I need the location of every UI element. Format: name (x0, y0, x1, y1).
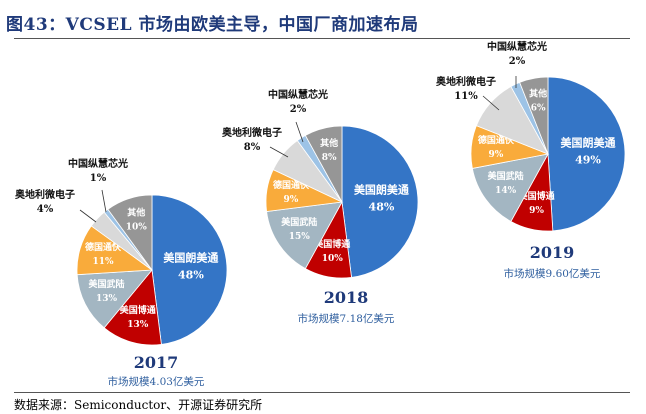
market-size-label: 市场规模4.03亿美元 (108, 375, 205, 388)
slice-label: 美国武陆 (89, 278, 125, 290)
pie-slice (151, 194, 228, 345)
slice-label: 其他 (529, 88, 547, 100)
pie-slice (107, 194, 153, 272)
pie-slice (103, 269, 162, 346)
footer-divider (14, 392, 630, 393)
slice-label: 美国博通 (120, 304, 156, 316)
title-divider (14, 38, 630, 39)
slice-value-label: 10% (126, 222, 148, 232)
slice-value-label: 9% (529, 206, 544, 216)
market-size-label: 市场规模7.18亿美元 (298, 312, 395, 325)
slice-value-label: 9% (488, 150, 503, 160)
slice-label: 德国通快 (85, 241, 122, 253)
slice-value-label: 9% (284, 195, 299, 205)
slice-value-label: 11% (92, 257, 114, 267)
pie-slice (519, 76, 549, 155)
slice-label: 美国武陆 (488, 170, 524, 182)
slice-label: 其他 (127, 206, 145, 218)
leader-line (295, 121, 304, 143)
pie-year-label: 2017 (134, 353, 179, 372)
slice-value-label: 8% (322, 153, 337, 163)
pie-year-label: 2019 (530, 243, 575, 262)
pie-2018: 美国朗美通48%美国博通10%美国武陆15%德国通快9%奥地利微电子8%中国纵慧… (222, 88, 419, 325)
figure-title: 图43：VCSEL 市场由欧美主导，中国厂商加速布局 (6, 15, 419, 35)
leader-line (101, 189, 107, 213)
slice-label: 奥地利微电子 (222, 126, 282, 139)
slice-value-label: 10% (322, 254, 344, 264)
slice-label: 中国纵慧芯光 (487, 40, 547, 53)
slice-label: 奥地利微电子 (436, 75, 496, 88)
slice-value-label: 8% (244, 142, 261, 153)
leader-line (269, 146, 289, 158)
pie-year-label: 2018 (324, 288, 369, 307)
market-size-label: 市场规模9.60亿美元 (504, 267, 601, 280)
pie-slice (76, 269, 153, 329)
slice-label: 美国博通 (314, 238, 350, 250)
leader-line (482, 95, 500, 111)
slice-label: 美国朗美通 (163, 251, 218, 265)
pie-2017: 美国朗美通48%美国博通13%美国武陆13%德国通快11%奥地利微电子4%中国纵… (15, 157, 228, 388)
pie-slice (547, 76, 626, 232)
slice-value-label: 4% (37, 204, 54, 215)
slice-label: 其他 (320, 137, 338, 149)
slice-value-label: 48% (369, 201, 395, 214)
slice-value-label: 1% (90, 173, 107, 184)
slice-value-label: 48% (178, 269, 204, 282)
slice-value-label: 2% (290, 104, 307, 115)
slice-label: 美国武陆 (281, 216, 317, 228)
slice-value-label: 6% (531, 104, 546, 114)
slice-value-label: 15% (289, 232, 311, 242)
pie-slice (266, 201, 343, 270)
slice-label: 奥地利微电子 (15, 188, 75, 201)
pie-slice (304, 125, 343, 203)
leader-line (79, 209, 97, 223)
slice-label: 中国纵慧芯光 (68, 157, 128, 170)
source-note: 数据来源：Semiconductor、开源证券研究所 (14, 398, 263, 412)
slice-value-label: 11% (454, 91, 478, 102)
slice-label: 中国纵慧芯光 (268, 88, 328, 101)
pie-slice (471, 153, 549, 223)
slice-value-label: 14% (495, 186, 517, 196)
pie-slice (341, 125, 419, 278)
slice-value-label: 13% (96, 294, 118, 304)
slice-label: 美国朗美通 (354, 183, 409, 197)
slice-value-label: 2% (509, 56, 526, 67)
slice-value-label: 13% (127, 320, 149, 330)
slice-value-label: 49% (575, 154, 601, 167)
pie-2019: 美国朗美通49%美国博通9%美国武陆14%德国通快9%奥地利微电子11%中国纵慧… (436, 40, 626, 280)
slice-label: 美国博通 (519, 190, 555, 202)
slice-label: 美国朗美通 (561, 136, 616, 150)
